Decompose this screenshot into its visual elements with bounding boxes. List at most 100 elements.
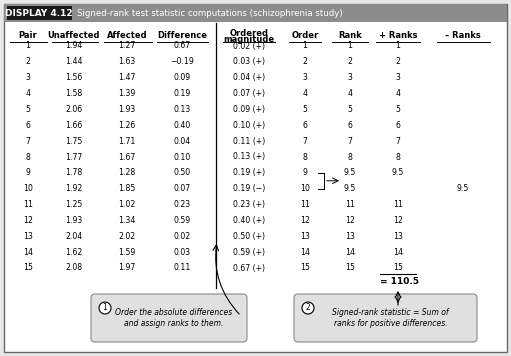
Text: 0.50: 0.50	[173, 168, 191, 177]
Text: 1.93: 1.93	[119, 105, 135, 114]
Text: 1.63: 1.63	[119, 57, 135, 66]
Text: 9: 9	[26, 168, 31, 177]
Text: 15: 15	[393, 263, 403, 272]
Text: 0.19 (−): 0.19 (−)	[233, 184, 265, 193]
Text: 0.09 (+): 0.09 (+)	[233, 105, 265, 114]
Text: Affected: Affected	[107, 31, 147, 41]
Text: 6: 6	[303, 121, 308, 130]
Text: 13: 13	[23, 232, 33, 241]
Text: 1.25: 1.25	[65, 200, 83, 209]
Text: 5: 5	[347, 105, 353, 114]
Text: 0.50 (+): 0.50 (+)	[233, 232, 265, 241]
Text: 2: 2	[26, 57, 31, 66]
Text: 0.67 (+): 0.67 (+)	[233, 263, 265, 272]
Text: 3: 3	[303, 73, 308, 82]
Text: Rank: Rank	[338, 31, 362, 41]
Text: 0.59 (+): 0.59 (+)	[233, 248, 265, 257]
Text: 4: 4	[303, 89, 308, 98]
FancyBboxPatch shape	[294, 294, 477, 342]
Text: 1.66: 1.66	[65, 121, 83, 130]
Text: 0.11: 0.11	[173, 263, 191, 272]
Text: 1.56: 1.56	[65, 73, 83, 82]
Text: 1.97: 1.97	[119, 263, 135, 272]
Text: 0.59: 0.59	[173, 216, 191, 225]
Text: Order: Order	[291, 31, 319, 41]
Text: 5: 5	[396, 105, 401, 114]
Text: 1: 1	[26, 42, 31, 51]
Circle shape	[99, 302, 111, 314]
Text: 11: 11	[393, 200, 403, 209]
Text: 1.27: 1.27	[119, 42, 135, 51]
Text: 0.11 (+): 0.11 (+)	[233, 137, 265, 146]
Text: 5: 5	[303, 105, 308, 114]
Text: 1: 1	[303, 42, 308, 51]
Text: = 110.5: = 110.5	[381, 277, 420, 286]
Text: 1.67: 1.67	[119, 152, 135, 162]
Text: 1.28: 1.28	[119, 168, 135, 177]
Text: 15: 15	[345, 263, 355, 272]
Text: Ordered: Ordered	[229, 28, 268, 37]
Text: 6: 6	[396, 121, 401, 130]
Text: 4: 4	[396, 89, 401, 98]
Text: Signed-rank test statistic computations (schizophrenia study): Signed-rank test statistic computations …	[77, 9, 343, 17]
Text: 1: 1	[396, 42, 401, 51]
Text: 1.39: 1.39	[119, 89, 135, 98]
Text: Unaffected: Unaffected	[48, 31, 100, 41]
Text: 1.93: 1.93	[65, 216, 83, 225]
Text: 8: 8	[26, 152, 31, 162]
Text: 12: 12	[23, 216, 33, 225]
Text: 14: 14	[300, 248, 310, 257]
Text: 10: 10	[23, 184, 33, 193]
Text: 2: 2	[347, 57, 353, 66]
Text: 0.40: 0.40	[173, 121, 191, 130]
Text: 9.5: 9.5	[344, 184, 356, 193]
FancyBboxPatch shape	[91, 294, 247, 342]
Text: 1.75: 1.75	[65, 137, 83, 146]
Text: 9: 9	[303, 168, 308, 177]
Text: 0.23: 0.23	[173, 200, 191, 209]
Text: 6: 6	[347, 121, 353, 130]
Text: 0.09: 0.09	[173, 73, 191, 82]
Text: 11: 11	[345, 200, 355, 209]
FancyBboxPatch shape	[4, 4, 507, 352]
Text: 2: 2	[306, 304, 310, 313]
Text: 0.02: 0.02	[173, 232, 191, 241]
Text: 0.67: 0.67	[173, 42, 191, 51]
Text: 0.13 (+): 0.13 (+)	[233, 152, 265, 162]
Text: DISPLAY 4.12: DISPLAY 4.12	[5, 9, 73, 17]
Text: 0.10: 0.10	[173, 152, 191, 162]
Text: 0.40 (+): 0.40 (+)	[233, 216, 265, 225]
Text: 0.13: 0.13	[173, 105, 191, 114]
Text: 1.94: 1.94	[65, 42, 83, 51]
Text: 8: 8	[396, 152, 401, 162]
Text: 0.02 (+): 0.02 (+)	[233, 42, 265, 51]
Text: 8: 8	[347, 152, 353, 162]
Text: 14: 14	[23, 248, 33, 257]
Text: 1.62: 1.62	[65, 248, 83, 257]
Text: 9.5: 9.5	[344, 168, 356, 177]
Text: 1.47: 1.47	[119, 73, 136, 82]
Text: 1.34: 1.34	[119, 216, 136, 225]
Text: 3: 3	[347, 73, 353, 82]
Text: 0.04 (+): 0.04 (+)	[233, 73, 265, 82]
Text: 2: 2	[396, 57, 401, 66]
Text: 11: 11	[23, 200, 33, 209]
Text: 15: 15	[23, 263, 33, 272]
Text: 15: 15	[300, 263, 310, 272]
Text: 0.03: 0.03	[173, 248, 191, 257]
Text: 1: 1	[347, 42, 353, 51]
Text: 10: 10	[300, 184, 310, 193]
Text: 0.04: 0.04	[173, 137, 191, 146]
Text: 13: 13	[300, 232, 310, 241]
Text: 1.02: 1.02	[119, 200, 135, 209]
Text: Signed-rank statistic = Sum of
ranks for positive differences.: Signed-rank statistic = Sum of ranks for…	[332, 308, 449, 328]
Text: 0.23 (+): 0.23 (+)	[233, 200, 265, 209]
Text: 12: 12	[300, 216, 310, 225]
Text: 7: 7	[26, 137, 31, 146]
Text: 0.03 (+): 0.03 (+)	[233, 57, 265, 66]
Text: 13: 13	[345, 232, 355, 241]
Text: 14: 14	[393, 248, 403, 257]
Text: 2.04: 2.04	[65, 232, 83, 241]
Text: 4: 4	[347, 89, 353, 98]
Text: −0.19: −0.19	[170, 57, 194, 66]
